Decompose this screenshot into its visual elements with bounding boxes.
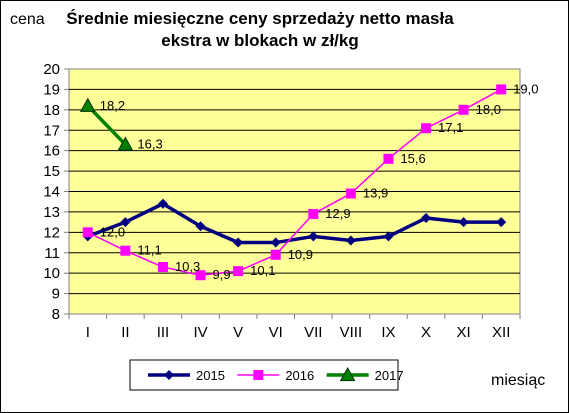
y-tick-label: 17 [43, 122, 60, 139]
y-tick-label: 12 [43, 224, 60, 241]
data-label-2016: 19,0 [513, 81, 538, 96]
y-tick-label: 18 [43, 102, 60, 119]
y-axis-title: cena [10, 11, 45, 28]
data-label-2017: 16,3 [137, 137, 162, 152]
x-tick-label: VIII [340, 324, 363, 341]
data-point-2016 [458, 104, 469, 115]
data-point-2016 [308, 208, 319, 219]
y-tick-label: 14 [43, 184, 60, 201]
data-point-2016 [345, 188, 356, 199]
data-label-2016: 12,0 [100, 224, 125, 239]
x-tick-label: V [233, 324, 243, 341]
data-label-2016: 11,1 [137, 243, 161, 258]
y-tick-label: 10 [43, 265, 60, 282]
x-tick-label: I [86, 324, 90, 341]
y-tick-label: 11 [44, 245, 60, 262]
y-tick-label: 15 [43, 163, 60, 180]
data-label-2016: 17,1 [438, 120, 463, 135]
data-point-2015 [345, 235, 356, 246]
legend-marker-2016 [253, 370, 264, 380]
x-tick-label: IX [381, 324, 395, 341]
y-tick-label: 20 [43, 61, 60, 78]
data-label-2016: 18,0 [476, 102, 501, 117]
chart-title-line1: Średnie miesięczne ceny sprzedaży netto … [66, 9, 454, 28]
data-point-2015 [421, 213, 432, 224]
data-point-2015 [195, 221, 206, 232]
data-point-2016 [496, 84, 507, 95]
x-tick-label: IV [193, 324, 207, 341]
series-2016: 12,0 11,1 10,3 9,9 10,1 10,9 12,9 13,9 15,6 17,1 1… [82, 81, 539, 282]
data-point-2016 [233, 266, 244, 277]
data-label-2017: 18,2 [100, 98, 125, 113]
data-point-2016 [82, 227, 93, 238]
data-point-2015 [270, 237, 281, 248]
legend: 2015 2016 2017 [129, 359, 404, 391]
y-tick-label: 19 [43, 81, 60, 98]
x-tick-label: III [157, 324, 170, 341]
x-tick-label: II [121, 324, 129, 341]
data-point-2015 [496, 217, 507, 228]
data-point-2015 [157, 198, 168, 209]
data-point-2016 [383, 153, 394, 164]
data-point-2015 [233, 237, 244, 248]
data-label-2016: 9,9 [213, 267, 231, 282]
data-point-2016 [157, 262, 168, 273]
series-line-2015 [87, 202, 502, 245]
data-label-2016: 10,3 [175, 259, 200, 274]
x-tick-label: VII [304, 324, 322, 341]
series-2017: 18,2 16,3 [79, 97, 163, 152]
y-tick-label: 16 [43, 143, 60, 160]
y-tick-label: 9 [52, 286, 60, 303]
legend-marker-2017 [339, 366, 356, 382]
data-label-2016: 13,9 [363, 186, 388, 201]
legend-label-2017: 2017 [375, 368, 404, 383]
chart-title-line2: ekstra w blokach w zł/kg [161, 31, 358, 50]
legend-marker-2015 [164, 370, 174, 380]
data-label-2016: 10,1 [250, 263, 275, 278]
data-point-2017 [79, 97, 96, 112]
x-tick-label: X [421, 324, 431, 341]
data-point-2015 [120, 217, 131, 228]
legend-label-2015: 2015 [196, 368, 225, 383]
x-tick-label: XII [492, 324, 510, 341]
data-label-2016: 15,6 [400, 151, 425, 166]
series-line-2017 [86, 104, 127, 146]
series-line-2016 [87, 88, 502, 276]
data-point-2016 [195, 270, 206, 281]
data-point-2015 [308, 231, 319, 242]
y-tick-label: 13 [43, 204, 60, 221]
data-label-2016: 10,9 [288, 247, 313, 262]
x-axis-title: miesiąc [491, 372, 545, 389]
data-point-2016 [421, 123, 432, 134]
data-point-2016 [120, 245, 131, 256]
data-point-2017 [117, 136, 134, 151]
x-tick-label: XI [457, 324, 471, 341]
legend-label-2016: 2016 [285, 368, 314, 383]
data-label-2016: 12,9 [325, 206, 350, 221]
y-tick-label: 8 [52, 306, 60, 323]
data-point-2015 [383, 231, 394, 242]
x-tick-label: VI [269, 324, 283, 341]
data-point-2015 [458, 217, 469, 228]
data-point-2016 [270, 249, 281, 260]
